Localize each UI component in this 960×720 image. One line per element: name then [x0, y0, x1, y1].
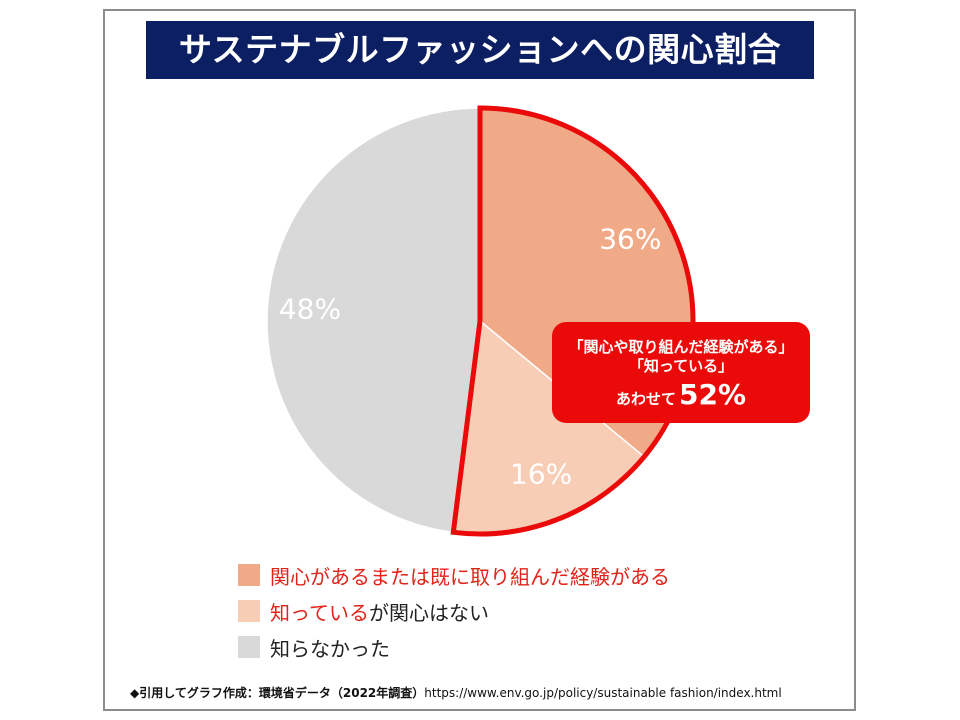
- legend-swatch: [238, 636, 260, 658]
- legend-item-aware: 知っているが関心はない: [238, 593, 670, 629]
- pie-label-unaware: 48%: [279, 292, 341, 325]
- legend-item-unaware: 知らなかった: [238, 629, 670, 665]
- callout-prefix: あわせて: [615, 390, 676, 408]
- legend-label-highlight: 関心があるまたは既に取り組んだ経験がある: [270, 564, 670, 589]
- legend-label: 知っているが関心はない: [270, 597, 489, 626]
- legend-label: 関心があるまたは既に取り組んだ経験がある: [270, 561, 670, 590]
- legend-label: 知らなかった: [270, 633, 390, 662]
- legend: 関心があるまたは既に取り組んだ経験がある 知っているが関心はない 知らなかった: [238, 557, 670, 665]
- chart-title: サステナブルファッションへの関心割合: [146, 21, 814, 79]
- callout-box: 「関心や取り組んだ経験がある」 「知っている」 あわせて 52%: [552, 322, 810, 423]
- legend-label-rest: 知らなかった: [270, 636, 390, 661]
- pie-label-interested: 36%: [599, 222, 661, 255]
- legend-swatch: [238, 564, 260, 586]
- callout-line-2: 「知っている」: [628, 357, 734, 375]
- legend-label-rest: が関心はない: [369, 600, 489, 625]
- callout-total: 52%: [678, 378, 747, 411]
- pie-label-aware: 16%: [510, 457, 572, 490]
- source-url[interactable]: https://www.env.go.jp/policy/sustainable…: [424, 686, 782, 700]
- source-note: ◆引用してグラフ作成：環境省データ（2022年調査）https://www.en…: [130, 684, 782, 701]
- legend-item-interested: 関心があるまたは既に取り組んだ経験がある: [238, 557, 670, 593]
- legend-swatch: [238, 600, 260, 622]
- callout-line-1: 「関心や取り組んだ経験がある」: [568, 338, 794, 356]
- legend-label-highlight: 知っている: [270, 600, 369, 625]
- callout-sum: あわせて 52%: [552, 378, 810, 411]
- source-label: ◆引用してグラフ作成：環境省データ（2022年調査）: [130, 686, 425, 700]
- pie-slice-unaware: [266, 107, 481, 534]
